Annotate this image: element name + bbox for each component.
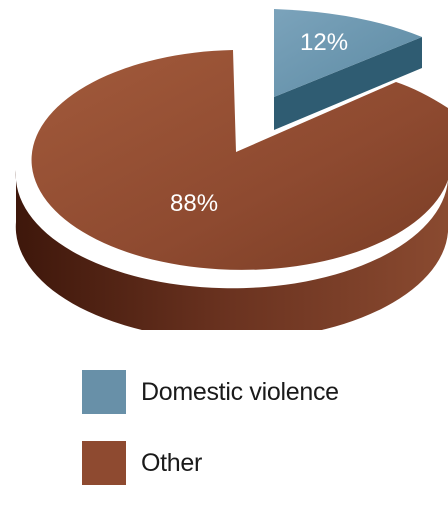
slice-domestic-violence-side bbox=[274, 37, 422, 130]
legend: Domestic violence Other bbox=[82, 370, 339, 512]
slice-domestic-violence bbox=[274, 9, 422, 97]
legend-swatch-other bbox=[82, 441, 126, 485]
legend-swatch-domestic-violence bbox=[82, 370, 126, 414]
legend-label-other: Other bbox=[141, 448, 203, 477]
slice-domestic-violence-label: 12% bbox=[300, 29, 348, 56]
slice-other-side bbox=[15, 170, 448, 330]
legend-item-domestic-violence: Domestic violence bbox=[82, 370, 339, 414]
legend-label-domestic-violence: Domestic violence bbox=[141, 377, 339, 406]
legend-item-other: Other bbox=[82, 441, 339, 485]
slice-other bbox=[31, 50, 448, 270]
slice-other-label: 88% bbox=[170, 190, 218, 217]
pie-chart: 12% 88% bbox=[15, 9, 448, 330]
